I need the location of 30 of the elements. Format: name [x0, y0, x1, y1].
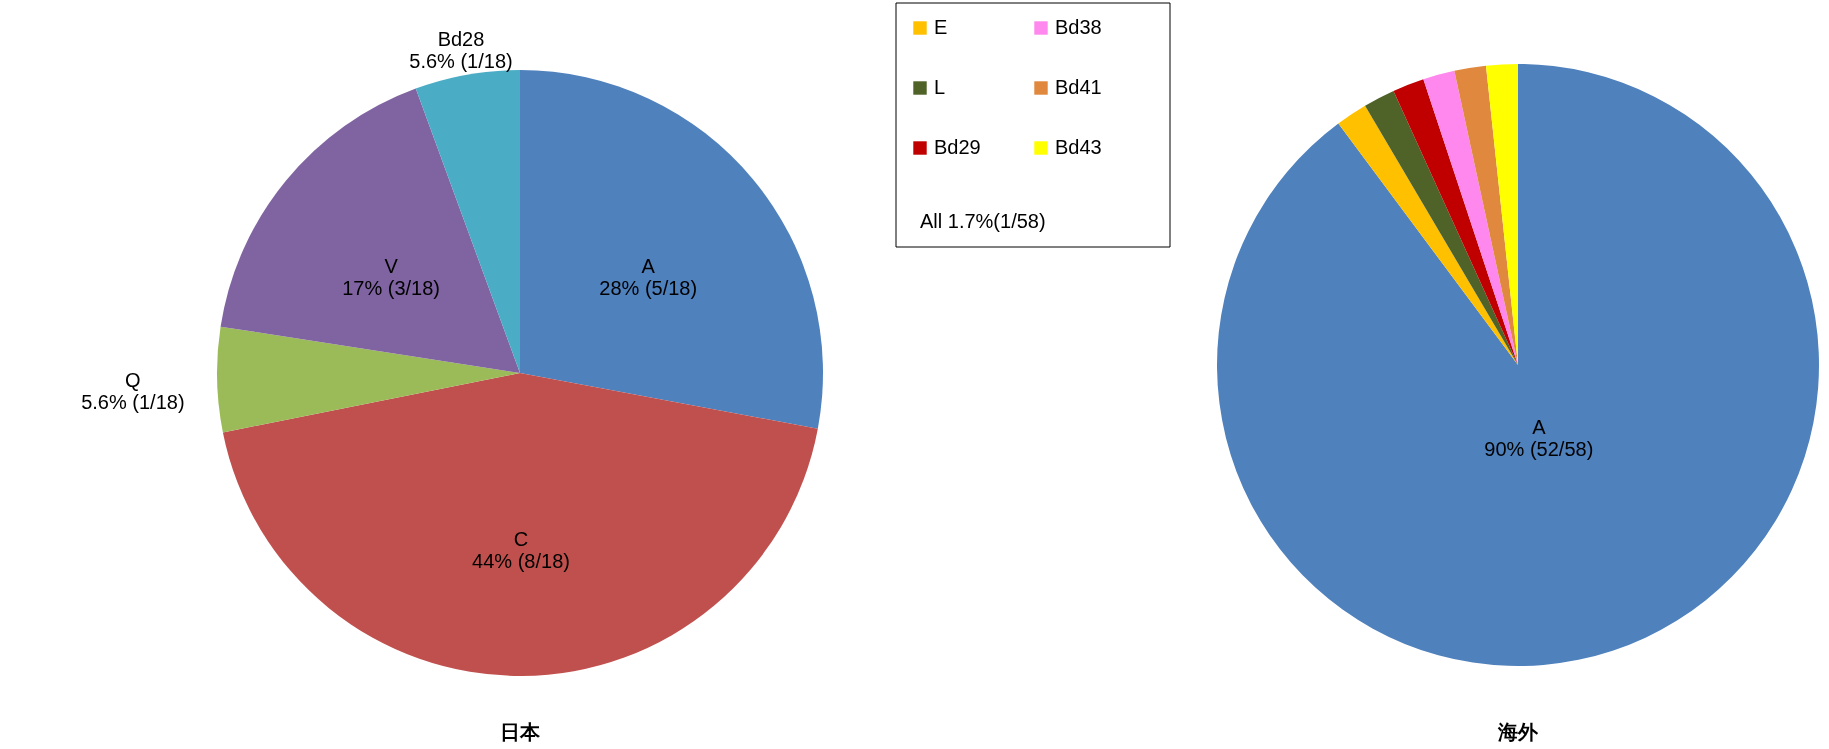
pie-slice	[217, 326, 520, 433]
pie-slice	[1217, 64, 1819, 666]
slice-label: A	[641, 254, 656, 277]
data-label: 90% (52/58)	[1484, 437, 1594, 460]
text: All 1.7%(1/58)	[920, 210, 1046, 232]
pie-slice	[220, 88, 520, 373]
data-label: 44% (8/18)	[472, 549, 570, 572]
slice-label: Bd28	[437, 28, 485, 51]
pie-slice	[520, 70, 823, 429]
pie-slice	[1393, 79, 1518, 365]
data-label: 28% (5/18)	[599, 276, 698, 299]
slice-label: A	[1532, 415, 1547, 438]
text: 日本	[500, 720, 541, 744]
legend-label: Bd41	[1055, 76, 1102, 98]
data-label: 17% (3/18)	[342, 277, 441, 300]
data-label: 5.6% (1/18)	[81, 391, 185, 414]
legend-label: L	[934, 76, 946, 98]
legend-label: Bd38	[1055, 16, 1102, 38]
data-label: 5.6% (1/18)	[409, 50, 513, 73]
slice-label: C	[513, 527, 529, 550]
legend-label: E	[934, 16, 948, 38]
text: 海外	[1497, 720, 1539, 744]
pie-slice	[1338, 105, 1518, 365]
slice-label: Q	[125, 369, 141, 392]
legend-label: Bd29	[934, 136, 981, 158]
legend-label: Bd43	[1055, 136, 1102, 158]
pie-slice	[1454, 65, 1518, 365]
slice-label: V	[384, 255, 399, 278]
pie-slice	[222, 373, 818, 676]
pie-slice	[1423, 70, 1518, 365]
